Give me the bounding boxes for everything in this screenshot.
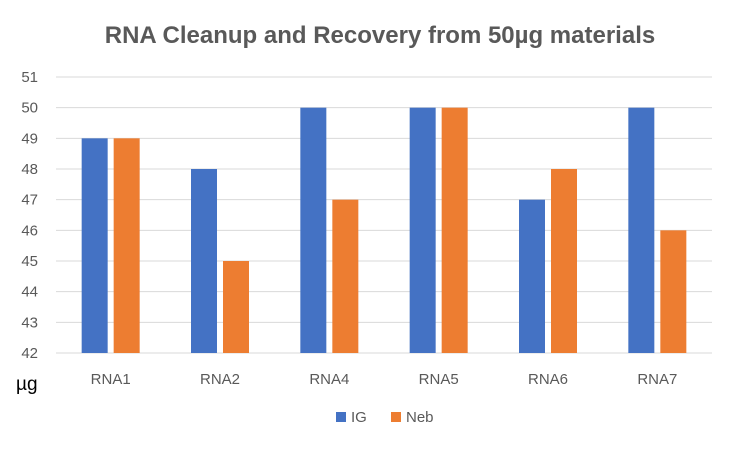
- y-axis-ticks: 42 43 44 45 46 47 48 49 50 51: [21, 69, 38, 362]
- y-tick-label: 50: [21, 100, 38, 117]
- bar-neb-rna5: [441, 107, 468, 354]
- bars: [81, 107, 687, 354]
- bar-neb-rna7: [660, 230, 687, 353]
- legend-item-neb: Neb: [391, 409, 434, 426]
- legend-item-ig: IG: [336, 409, 367, 426]
- y-axis-unit: µg: [16, 374, 38, 395]
- bar-neb-rna4: [332, 199, 359, 353]
- bar-ig-rna2: [191, 169, 217, 353]
- y-tick-label: 49: [21, 130, 38, 147]
- bar-ig-rna5: [409, 107, 436, 354]
- legend-label: Neb: [406, 409, 434, 426]
- bar-ig-rna6: [519, 199, 545, 353]
- x-tick-label: RNA6: [528, 371, 568, 388]
- x-axis-ticks: RNA1 RNA2 RNA4 RNA5 RNA6 RNA7: [91, 371, 678, 388]
- legend-swatch: [336, 412, 346, 422]
- x-tick-label: RNA7: [637, 371, 677, 388]
- x-tick-label: RNA4: [309, 371, 349, 388]
- bar-ig-rna1: [81, 138, 108, 353]
- bar-neb-rna6: [551, 169, 577, 353]
- gridlines: [56, 76, 712, 354]
- legend-label: IG: [351, 409, 367, 426]
- x-tick-label: RNA2: [200, 371, 240, 388]
- y-tick-label: 48: [21, 161, 38, 178]
- y-tick-label: 47: [21, 192, 38, 209]
- x-tick-label: RNA1: [91, 371, 131, 388]
- y-tick-label: 42: [21, 345, 38, 362]
- x-tick-label: RNA5: [419, 371, 459, 388]
- bar-neb-rna2: [223, 261, 249, 353]
- y-tick-label: 45: [21, 253, 38, 270]
- chart-title: RNA Cleanup and Recovery from 50µg mater…: [105, 22, 655, 49]
- bar-neb-rna1: [113, 138, 140, 353]
- y-tick-label: 44: [21, 284, 38, 301]
- legend-swatch: [391, 412, 401, 422]
- bar-ig-rna7: [628, 107, 655, 354]
- y-tick-label: 46: [21, 222, 38, 239]
- bar-ig-rna4: [300, 107, 327, 354]
- y-tick-label: 51: [21, 69, 38, 86]
- y-tick-label: 43: [21, 314, 38, 331]
- legend: IG Neb: [336, 409, 434, 426]
